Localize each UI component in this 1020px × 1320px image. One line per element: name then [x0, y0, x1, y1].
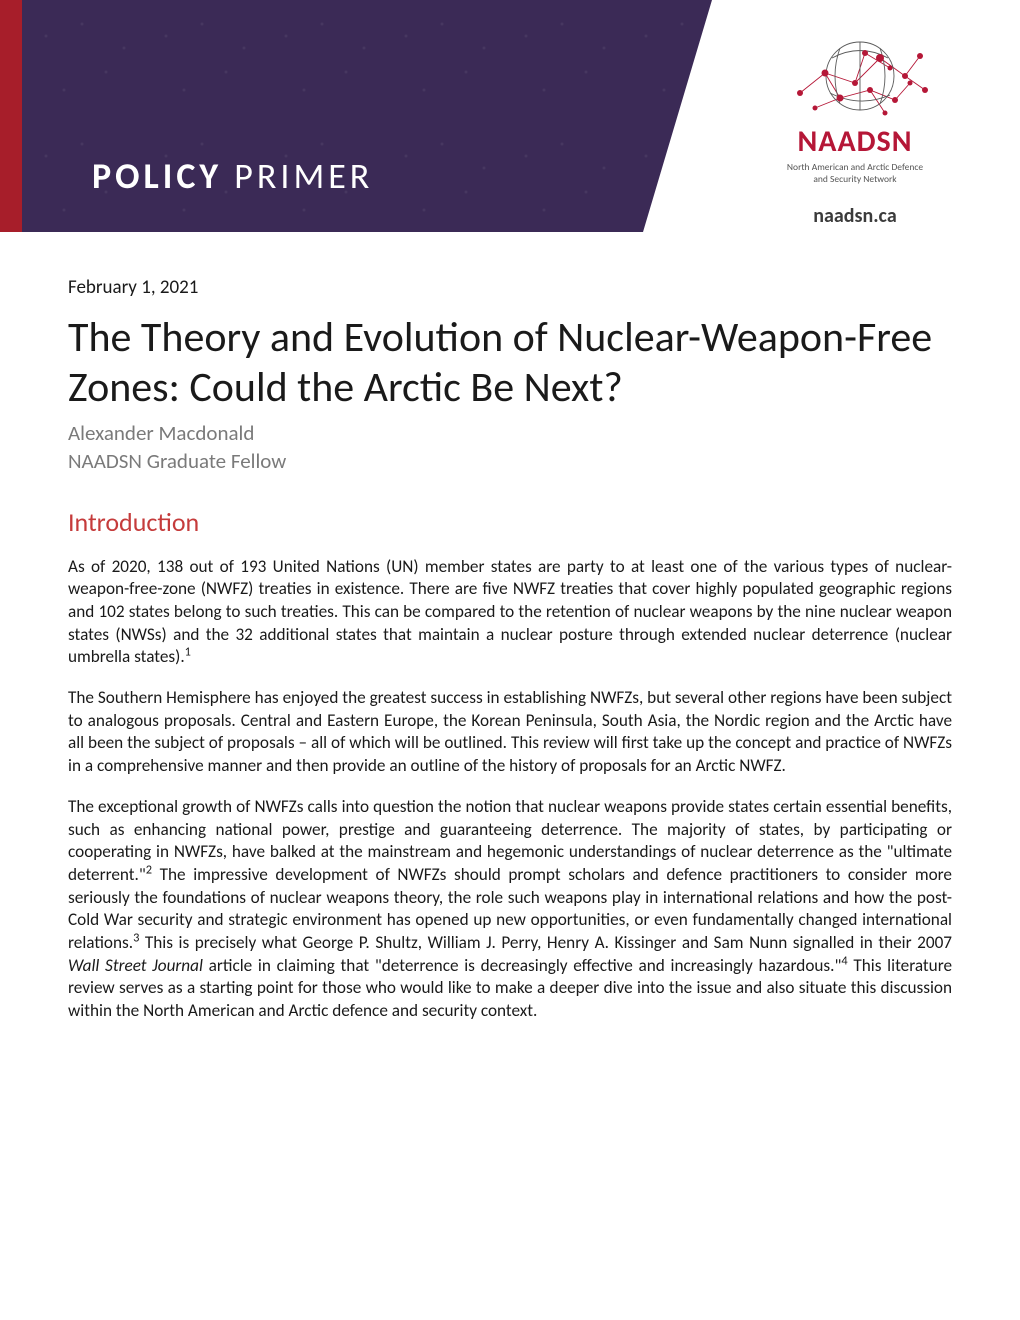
- banner-light: PRIMER: [234, 154, 373, 198]
- author-name: Alexander Macdonald: [68, 420, 254, 446]
- logo-acronym: NAADSN: [798, 123, 913, 160]
- paragraph-1: As of 2020, 138 out of 193 United Nation…: [68, 556, 952, 670]
- header-right: NAADSN North American and Arctic Defence…: [690, 0, 1020, 232]
- paragraph-3: The exceptional growth of NWFZs calls in…: [68, 796, 952, 1023]
- document-date: February 1, 2021: [68, 276, 952, 299]
- paragraph-2: The Southern Hemisphere has enjoyed the …: [68, 687, 952, 778]
- footnote-1: 1: [185, 645, 191, 660]
- banner-title: POLICY PRIMER: [92, 154, 373, 198]
- website-url: naadsn.ca: [813, 204, 896, 228]
- banner-bold: POLICY: [92, 154, 222, 198]
- header-banner: POLICY PRIMER NAADSN: [0, 0, 1020, 232]
- document-body: February 1, 2021 The Theory and Evolutio…: [0, 232, 1020, 1023]
- author-role: NAADSN Graduate Fellow: [68, 448, 286, 474]
- logo-subtitle: North American and Arctic Defence and Se…: [787, 162, 923, 186]
- network-icon: [770, 28, 940, 123]
- italic-journal: Wall Street Journal: [68, 955, 203, 976]
- section-heading-intro: Introduction: [68, 506, 952, 538]
- logo: NAADSN North American and Arctic Defence…: [770, 28, 940, 186]
- header-purple-bg: POLICY PRIMER: [22, 0, 712, 232]
- document-title: The Theory and Evolution of Nuclear-Weap…: [68, 313, 952, 412]
- byline: Alexander Macdonald NAADSN Graduate Fell…: [68, 420, 952, 475]
